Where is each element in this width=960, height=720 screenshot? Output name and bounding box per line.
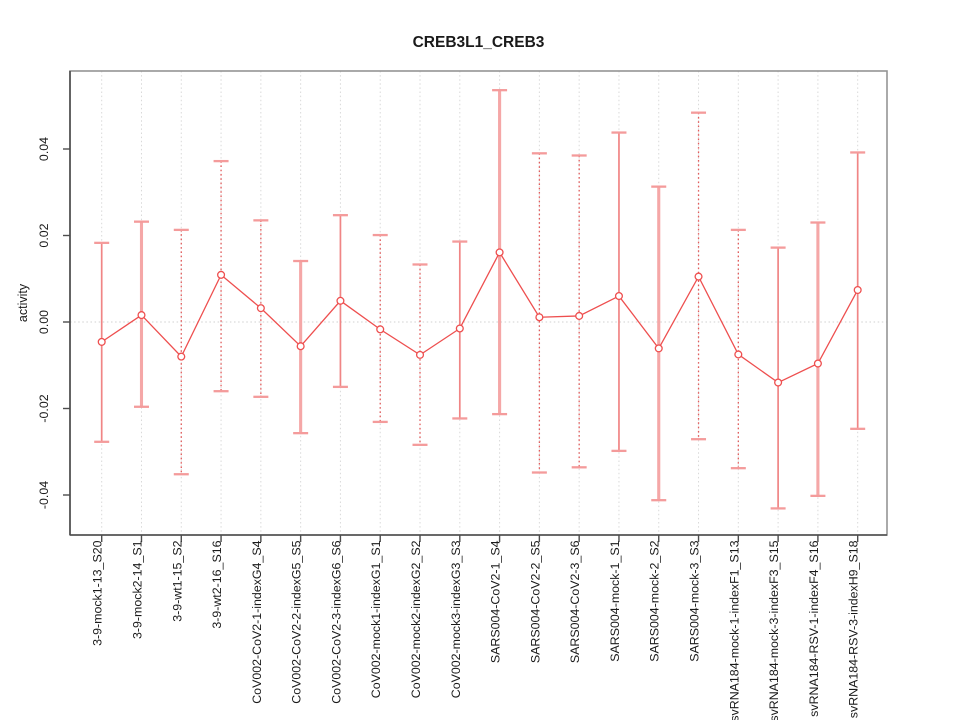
y-tick-label: 0.04: [37, 137, 51, 161]
x-category-label: 3-9-mock1-13_S20: [91, 540, 105, 645]
data-point-marker: [217, 270, 226, 279]
y-tick-label: -0.04: [37, 481, 51, 509]
x-category-label: 3-9-wt1-15_S2: [170, 540, 184, 621]
data-point-marker: [774, 378, 783, 387]
x-category-label: SARS004-mock-3_S3: [688, 540, 702, 661]
data-point-marker: [256, 304, 265, 313]
x-category-label: SARS004-mock-2_S2: [648, 540, 662, 661]
y-axis-title: activity: [16, 283, 30, 322]
data-point-marker: [177, 352, 186, 361]
x-category-label: CoV002-CoV2-1-indexG4_S4: [250, 540, 264, 703]
y-tick-label: -0.02: [37, 394, 51, 422]
data-point-marker: [654, 344, 663, 353]
x-category-label: SARS004-CoV2-2_S5: [528, 540, 542, 663]
data-point-marker: [97, 337, 106, 346]
data-point-marker: [614, 291, 624, 301]
x-category-label: svRNA184-mock-1-indexF1_S13: [727, 540, 741, 720]
x-category-label: svRNA184-RSV-1-indexF4_S16: [807, 540, 821, 716]
x-category-label: SARS004-mock-1_S1: [608, 540, 622, 661]
data-point-marker: [495, 248, 504, 257]
x-category-label: CoV002-CoV2-3-indexG6_S6: [329, 540, 343, 703]
x-category-label: SARS004-CoV2-3_S6: [568, 540, 582, 663]
data-point-marker: [535, 313, 544, 322]
data-point-marker: [137, 311, 146, 320]
x-category-label: SARS004-CoV2-1_S4: [489, 540, 503, 663]
x-category-label: CoV002-mock3-indexG3_S3: [449, 540, 463, 698]
data-point-marker: [336, 296, 345, 305]
y-tick-label: 0.02: [37, 223, 51, 247]
data-point-marker: [415, 350, 425, 359]
series-line: [101, 251, 859, 384]
data-point-marker: [455, 324, 464, 333]
x-category-label: 3-9-mock2-14_S1: [130, 540, 144, 639]
data-point-marker: [813, 359, 822, 368]
x-category-label: 3-9-wt2-16_S16: [210, 540, 224, 628]
x-category-label: CoV002-mock2-indexG2_S2: [409, 540, 423, 698]
data-point-marker: [853, 285, 862, 295]
data-point-marker: [575, 311, 584, 320]
x-category-label: svRNA184-RSV-3-indexH9_S18: [847, 540, 861, 718]
data-point-marker: [734, 350, 743, 359]
data-point-marker: [376, 325, 385, 334]
data-point-marker: [694, 272, 703, 281]
y-tick-label: 0.00: [37, 310, 51, 334]
x-category-label: CoV002-CoV2-2-indexG5_S5: [290, 540, 304, 703]
x-category-label: svRNA184-mock-3-indexF3_S15: [767, 540, 781, 720]
data-point-marker: [296, 342, 305, 351]
x-category-label: CoV002-mock1-indexG1_S1: [369, 540, 383, 698]
chart-title: CREB3L1_CREB3: [413, 34, 545, 51]
